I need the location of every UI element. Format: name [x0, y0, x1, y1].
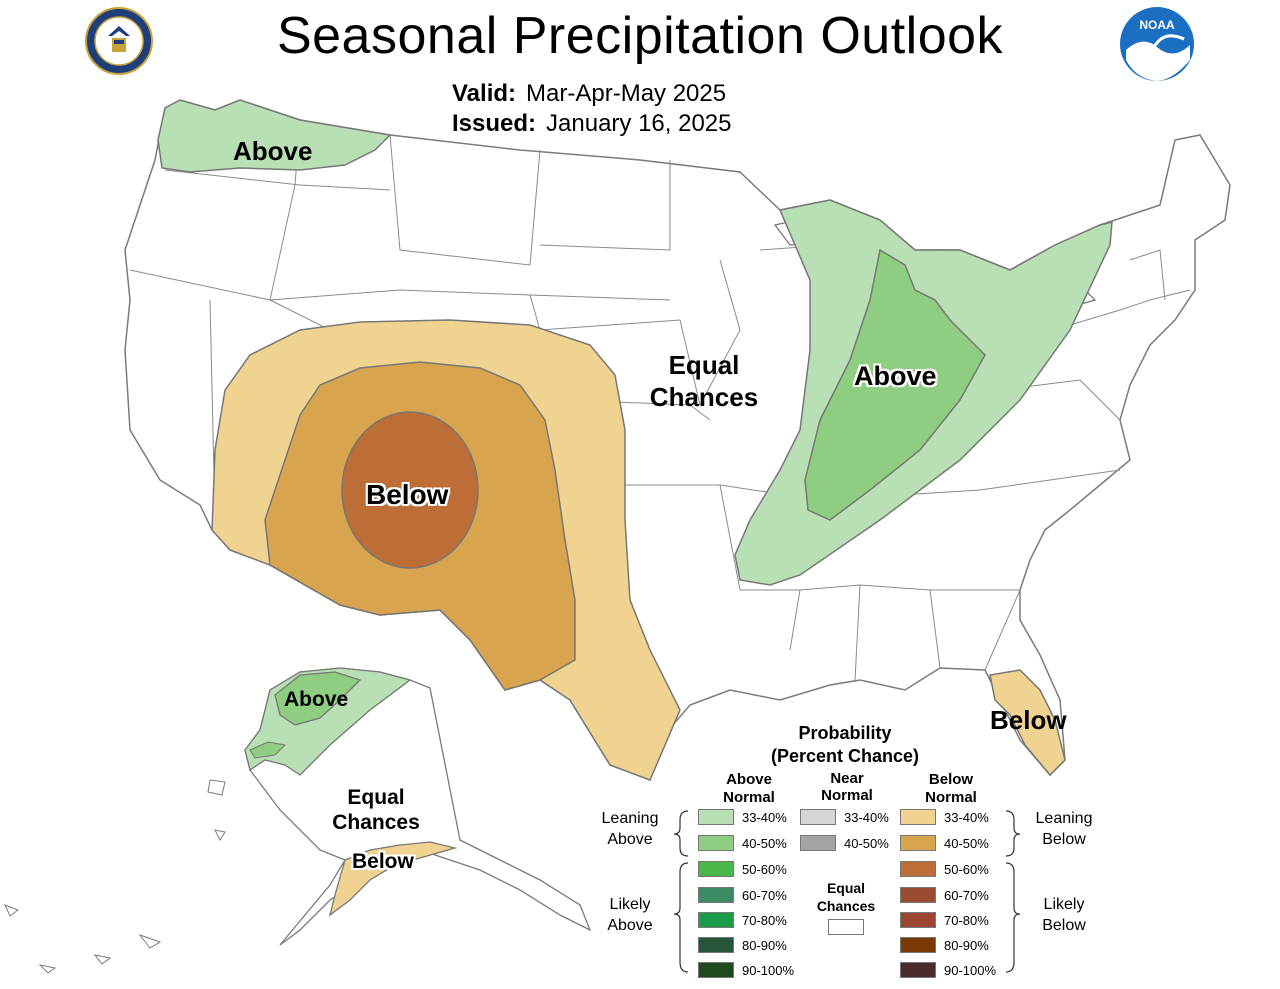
legend-swatch-above-4: [698, 912, 734, 928]
col-above-1: Above: [726, 771, 772, 788]
likely-below-2: Below: [1042, 917, 1086, 934]
label-sw-below: Below: [366, 479, 449, 510]
legend-swatch-near-1: [800, 835, 836, 851]
issued-label: Issued:: [452, 110, 537, 137]
legend-label-above-4: 70-80%: [742, 913, 787, 928]
legend-label-above-0: 33-40%: [742, 810, 787, 825]
leaning-above-2: Above: [607, 831, 653, 848]
legend-label-above-3: 60-70%: [742, 888, 787, 903]
svg-text:NOAA: NOAA: [1139, 18, 1175, 32]
legend-swatch-above-1: [698, 835, 734, 851]
label-ak-ec-2: Chances: [332, 811, 420, 834]
legend-label-above-5: 80-90%: [742, 938, 787, 953]
nw-above-region: [157, 99, 392, 173]
legend-label-near-1: 40-50%: [844, 836, 889, 851]
legend-swatch-below-6: [900, 962, 936, 978]
legend-label-below-4: 70-80%: [944, 913, 989, 928]
legend-ec-1: Equal: [826, 880, 866, 896]
label-ak-above: Above: [284, 688, 349, 711]
ak-below-region: [328, 841, 458, 917]
legend-label-below-2: 50-60%: [944, 862, 989, 877]
noaa-logo-icon: NOAA: [1118, 5, 1196, 83]
ak-above-west-region: [249, 741, 287, 759]
ov-above-inner-region: [804, 248, 986, 521]
likely-above-2: Above: [607, 917, 653, 934]
legend-swatch-below-4: [900, 912, 936, 928]
legend-title-1: Probability: [798, 723, 892, 743]
col-near-1: Near: [830, 770, 864, 787]
legend-swatch-above-3: [698, 887, 734, 903]
sw-below-core-region: [341, 411, 479, 569]
legend-label-above-2: 50-60%: [742, 862, 787, 877]
issued-row: Issued: January 16, 2025: [452, 110, 732, 138]
valid-label: Valid:: [452, 80, 517, 107]
likely-below-1: Likely: [1043, 896, 1085, 913]
commerce-seal-icon: [84, 6, 154, 76]
col-below-1: Below: [928, 771, 974, 788]
legend-label-below-0: 33-40%: [944, 810, 989, 825]
col-near-2: Normal: [821, 787, 873, 804]
legend-ec-swatch: [828, 919, 864, 935]
legend-label-below-3: 60-70%: [944, 888, 989, 903]
legend-swatch-near-0: [800, 809, 836, 825]
legend-label-below-6: 90-100%: [944, 963, 997, 978]
label-fl-below: Below: [990, 705, 1067, 735]
legend-swatch-below-2: [900, 861, 936, 877]
legend-swatch-above-5: [698, 937, 734, 953]
legend-braces: [673, 810, 1021, 973]
legend-label-above-1: 40-50%: [742, 836, 787, 851]
legend-ec-2: Chances: [816, 898, 876, 914]
legend-label-below-1: 40-50%: [944, 836, 989, 851]
legend-label-near-0: 33-40%: [844, 810, 889, 825]
leaning-below-1: Leaning: [1035, 810, 1093, 827]
label-center-ec-2: Chances: [649, 382, 759, 412]
valid-row: Valid: Mar-Apr-May 2025: [452, 80, 726, 108]
label-nw-above: Above: [233, 136, 313, 166]
page-title: Seasonal Precipitation Outlook: [276, 7, 1004, 65]
legend-swatch-below-0: [900, 809, 936, 825]
ak-islands: [4, 779, 226, 974]
florida-below-region: [989, 669, 1066, 777]
legend-title-2: (Percent Chance): [770, 746, 920, 766]
leaning-below-2: Below: [1042, 831, 1086, 848]
legend-swatch-above-2: [698, 861, 734, 877]
legend-swatch-above-0: [698, 809, 734, 825]
label-ov-above: Above: [854, 361, 937, 391]
label-ak-ec-1: Equal: [347, 786, 405, 809]
valid-value: Mar-Apr-May 2025: [526, 80, 727, 107]
legend-label-above-6: 90-100%: [742, 963, 795, 978]
legend-swatch-below-3: [900, 887, 936, 903]
likely-above-1: Likely: [609, 896, 651, 913]
ak-above-inner-region: [274, 671, 362, 726]
issued-value: January 16, 2025: [546, 110, 732, 137]
label-center-ec-1: Equal: [668, 350, 740, 380]
label-ak-below: Below: [352, 850, 414, 873]
legend-swatch-above-6: [698, 962, 734, 978]
leaning-above-1: Leaning: [601, 810, 659, 827]
col-below-2: Normal: [925, 789, 977, 806]
legend-label-below-5: 80-90%: [944, 938, 989, 953]
col-above-2: Normal: [723, 789, 775, 806]
legend-swatch-below-5: [900, 937, 936, 953]
legend-swatch-below-1: [900, 835, 936, 851]
